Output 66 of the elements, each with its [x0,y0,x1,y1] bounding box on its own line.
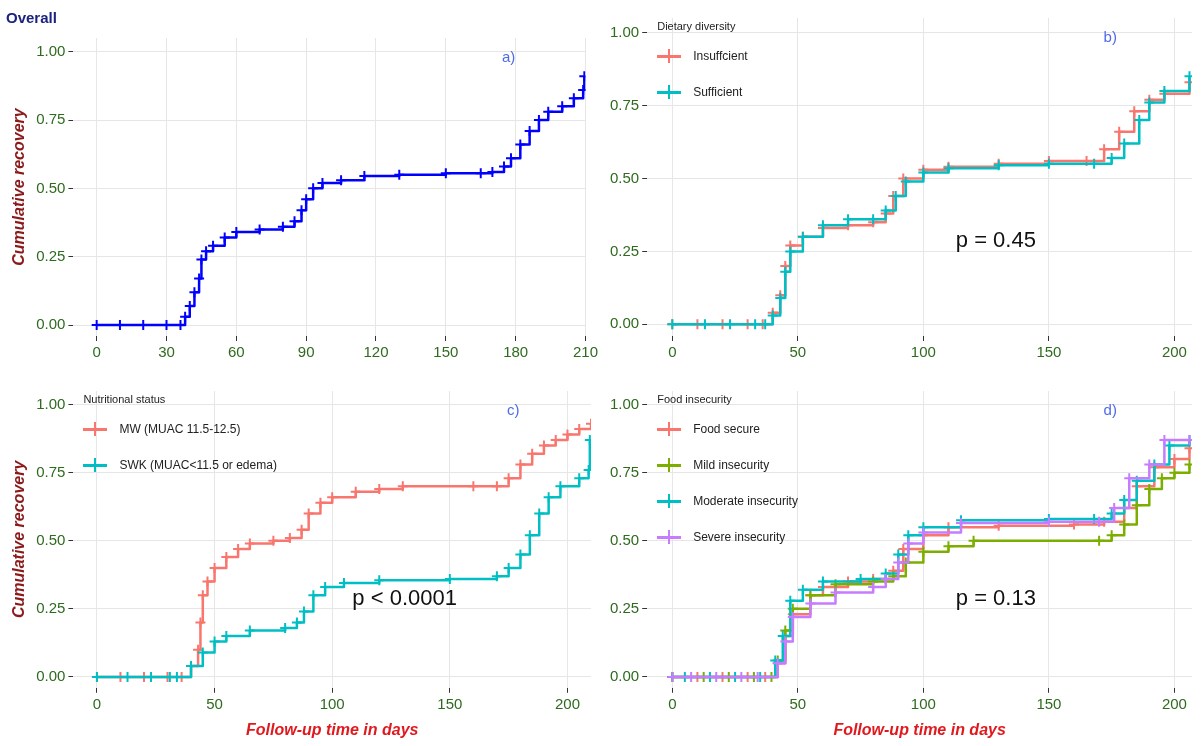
y-tick-label: 0.50 [609,168,640,186]
y-tick-label: 0.50 [36,530,66,548]
annotation: p = 0.13 [955,584,1036,610]
annotation: p = 0.45 [955,226,1036,252]
legend-title: Nutritional status [83,393,167,405]
x-tick-label: 150 [433,343,459,361]
x-tick-label: 150 [437,694,463,712]
y-tick-label: 0.00 [36,315,66,333]
y-tick-label: 0.75 [36,462,66,480]
x-tick-label: 0 [92,694,102,712]
x-tick-label: 0 [668,694,677,712]
y-tick-label: 0.00 [609,667,640,685]
legend-label: Insuffcient [693,49,748,63]
y-tick-label: 0.75 [609,95,640,113]
y-tick-label: 0.25 [36,598,66,616]
x-tick-label: 200 [1161,694,1187,712]
x-tick-label: 0 [92,343,101,361]
y-tick-label: 0.25 [609,598,640,616]
legend-label: SWK (MUAC<11.5 or edema) [119,458,277,472]
x-tick-label: 0 [668,343,677,361]
y-axis-title: Cumulative recovery [10,107,28,266]
annotation: c) [507,401,520,419]
x-tick-label: 200 [554,694,580,712]
y-tick-label: 0.00 [36,667,66,685]
x-tick-label: 120 [363,343,389,361]
x-tick-label: 50 [789,694,807,712]
legend-label: MW (MUAC 11.5-12.5) [119,422,241,436]
x-tick-label: 200 [1161,343,1187,361]
x-axis-title: Follow-up time in days [245,720,419,738]
annotation: d) [1103,401,1117,419]
y-tick-label: 1.00 [609,394,640,412]
legend-label: Food secure [693,422,760,436]
annotation: b) [1103,28,1117,46]
x-tick-label: 210 [572,343,598,361]
x-tick-label: 100 [910,694,936,712]
legend-label: Sufficient [693,85,743,99]
legend-label: Mild insecurity [693,458,770,472]
x-tick-label: 30 [158,343,175,361]
x-tick-label: 150 [1036,343,1062,361]
y-tick-label: 0.50 [36,178,66,196]
y-tick-label: 0.75 [609,462,640,480]
y-tick-label: 0.00 [609,314,640,332]
y-axis-title: Cumulative recovery [10,459,28,619]
x-tick-label: 180 [503,343,529,361]
x-tick-label: 150 [1036,694,1062,712]
annotation: a) [502,48,516,66]
x-tick-label: 100 [319,694,345,712]
legend-title: Dietary diversity [657,20,737,32]
legend-label: Moderate insecurity [693,494,798,508]
annotation: p < 0.0001 [352,584,457,610]
x-tick-label: 50 [206,694,223,712]
y-tick-label: 0.50 [609,530,640,548]
y-tick-label: 0.25 [36,246,66,264]
x-tick-label: 60 [227,343,245,361]
chart-title: Overall [6,9,57,27]
x-axis-title: Follow-up time in days [833,720,1006,738]
x-tick-label: 100 [910,343,936,361]
x-tick-label: 50 [789,343,807,361]
y-tick-label: 0.25 [609,241,640,259]
legend-label: Severe insecurity [693,530,786,544]
y-tick-label: 1.00 [36,41,66,59]
y-tick-label: 0.75 [36,110,66,128]
y-tick-label: 1.00 [36,394,66,412]
legend-title: Food insecurity [657,393,733,405]
x-tick-label: 90 [297,343,315,361]
y-tick-label: 1.00 [609,22,640,40]
